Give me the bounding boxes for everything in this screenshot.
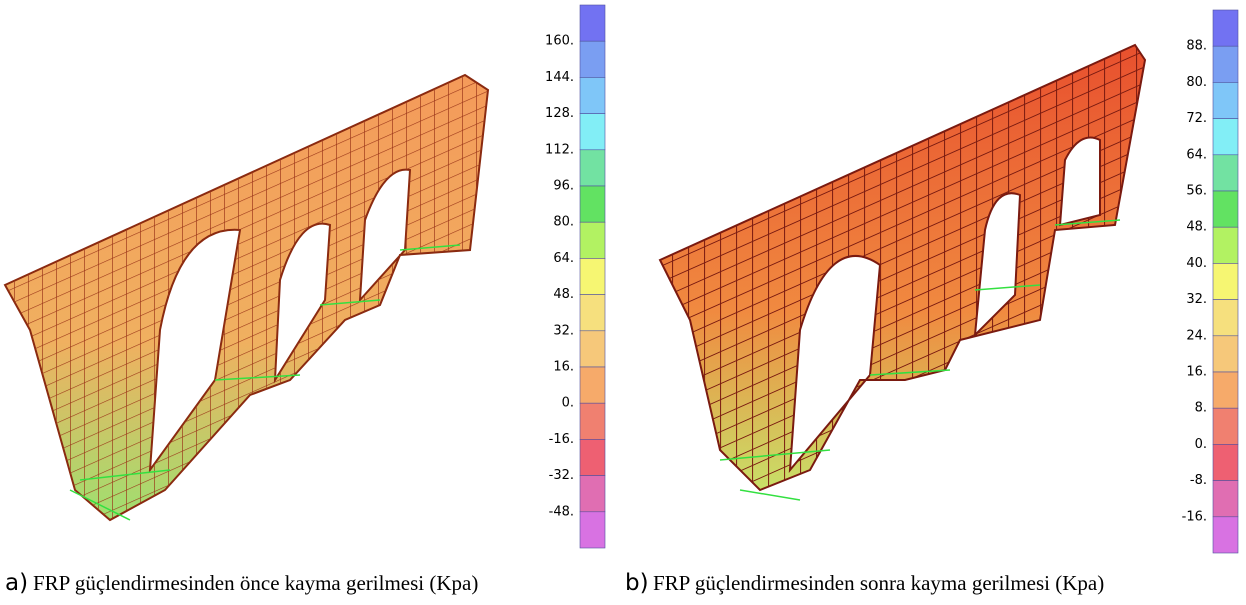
scale-label: 16. [553,360,574,375]
scale-segment [580,258,605,294]
scale-label: -48. [549,504,574,519]
scale-segment [1213,227,1238,263]
scale-label: 144. [545,70,574,85]
scale-label: 112. [545,142,574,157]
scale-segment [580,114,605,150]
caption: FRP güçlendirmesinden önce kayma gerilme… [33,571,478,595]
scale-segment [1213,517,1238,553]
scale-label: 96. [553,179,574,194]
scale-label: 48. [1186,220,1207,235]
model-a [5,75,488,520]
scale-label: -16. [549,432,574,447]
scale-label: 160. [545,34,574,49]
scale-segment [1213,82,1238,118]
caption-letter: a) [5,570,28,596]
scale-label: 40. [1186,256,1207,271]
scale-segment [580,295,605,331]
scale-segment [580,331,605,367]
caption: FRP güçlendirmesinden sonra kayma gerilm… [653,571,1104,595]
scale-segment [580,403,605,439]
scale-segment [1213,481,1238,517]
scale-segment [580,5,605,41]
scale-segment [1213,336,1238,372]
scale-segment [1213,263,1238,299]
scale-segment [580,186,605,222]
figure: a) FRP güçlendirmesinden önce kayma geri… [0,0,1246,605]
scale-segment [1213,300,1238,336]
scale-label: 0. [562,396,574,411]
scale-label: 72. [1186,111,1207,126]
scale-segment [1213,119,1238,155]
scale-label: -8. [1190,473,1207,488]
scale-segment [1213,372,1238,408]
scale-segment [1213,408,1238,444]
scale-label: 80. [553,215,574,230]
scale-segment [1213,46,1238,82]
scale-segment [580,439,605,475]
scale-label: 88. [1186,39,1207,54]
scale-segment [580,41,605,77]
scale-segment [580,367,605,403]
scale-segment [580,222,605,258]
scale-label: 64. [1186,147,1207,162]
scale-label: 32. [553,323,574,338]
scale-label: 80. [1186,75,1207,90]
model-b [660,45,1145,500]
scale-segment [580,476,605,512]
scale-label: 48. [553,287,574,302]
scale-segment [580,512,605,548]
scale-label: 24. [1186,328,1207,343]
scale-label: 0. [1195,437,1207,452]
scale-label: 32. [1186,292,1207,307]
scale-label: 64. [553,251,574,266]
scale-label: -16. [1182,509,1207,524]
scale-label: -32. [549,468,574,483]
scale-segment [1213,155,1238,191]
scale-label: 16. [1186,365,1207,380]
caption-letter: b) [625,570,649,596]
scale-segment [580,150,605,186]
scale-segment [1213,444,1238,480]
scale-segment [1213,10,1238,46]
scale-label: 56. [1186,184,1207,199]
scale-label: 128. [545,106,574,121]
scale-label: 8. [1195,401,1207,416]
scale-segment [1213,191,1238,227]
scale-segment [580,77,605,113]
